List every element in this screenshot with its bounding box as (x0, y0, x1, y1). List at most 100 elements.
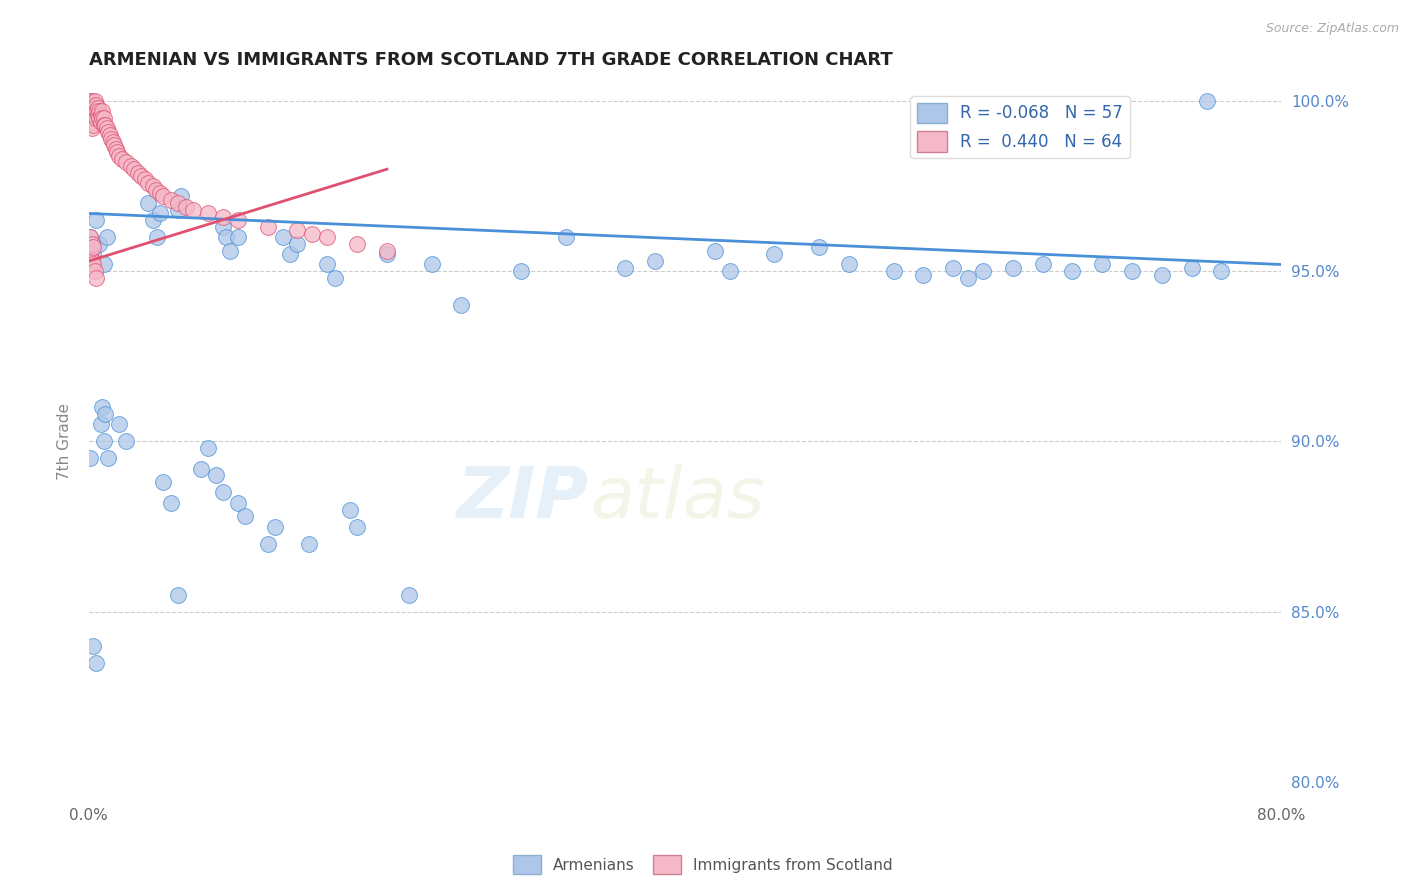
Point (103, 138, 125, 153)
Point (93, 434, 115, 449)
Point (1091, 258, 1114, 272)
Point (84, 111, 107, 125)
Point (89, 237, 111, 252)
Point (127, 166, 149, 180)
Point (167, 196, 190, 211)
Point (122, 162, 145, 177)
Point (339, 502, 361, 516)
Y-axis label: 7th Grade: 7th Grade (58, 403, 72, 480)
Point (134, 172, 156, 186)
Point (84, 213, 107, 227)
Point (138, 196, 160, 211)
Point (83, 94, 105, 108)
Point (450, 298, 472, 312)
Point (91, 401, 114, 415)
Point (83, 108, 105, 122)
Point (87, 101, 110, 115)
Point (96, 121, 118, 136)
Point (763, 247, 786, 261)
Point (120, 159, 142, 173)
Point (82, 258, 104, 272)
Point (271, 230, 294, 244)
Point (197, 206, 219, 220)
Point (82, 639, 104, 653)
Point (89, 111, 111, 125)
Point (84, 271, 107, 285)
Point (644, 254, 666, 268)
Point (226, 230, 249, 244)
Point (93, 258, 115, 272)
Point (152, 189, 174, 203)
Point (79, 114, 101, 128)
Point (91, 111, 114, 125)
Point (93, 111, 115, 125)
Point (79, 247, 101, 261)
Point (838, 258, 860, 272)
Point (94, 118, 117, 132)
Point (79, 108, 101, 122)
Point (149, 206, 172, 220)
Point (1001, 260, 1024, 275)
Point (80, 121, 103, 136)
Point (82, 240, 104, 254)
Text: Source: ZipAtlas.com: Source: ZipAtlas.com (1265, 22, 1399, 36)
Point (115, 434, 138, 449)
Point (323, 271, 346, 285)
Point (80, 237, 103, 252)
Point (204, 468, 226, 483)
Point (105, 145, 128, 160)
Point (233, 509, 256, 524)
Point (142, 213, 165, 227)
Point (79, 94, 101, 108)
Point (215, 230, 238, 244)
Point (212, 485, 235, 500)
Point (375, 244, 398, 258)
Point (100, 131, 122, 145)
Legend: Armenians, Immigrants from Scotland: Armenians, Immigrants from Scotland (508, 849, 898, 880)
Point (107, 148, 129, 162)
Point (212, 210, 235, 224)
Point (84, 97, 107, 112)
Point (82, 104, 104, 119)
Point (84, 104, 107, 119)
Point (912, 268, 935, 282)
Point (703, 244, 725, 258)
Point (80, 114, 103, 128)
Point (1032, 258, 1054, 272)
Point (167, 588, 190, 602)
Point (97, 125, 120, 139)
Point (1121, 264, 1143, 278)
Point (96, 230, 118, 244)
Point (808, 240, 831, 254)
Point (82, 118, 104, 132)
Text: atlas: atlas (589, 464, 765, 533)
Point (80, 94, 103, 108)
Point (79, 451, 101, 466)
Point (80, 108, 103, 122)
Point (90, 417, 112, 432)
Point (298, 536, 321, 550)
Point (94, 407, 117, 421)
Point (346, 519, 368, 533)
Point (107, 417, 129, 432)
Point (82, 111, 104, 125)
Point (83, 264, 105, 278)
Point (89, 104, 111, 119)
Point (91, 104, 114, 119)
Point (1150, 268, 1173, 282)
Point (82, 247, 104, 261)
Point (226, 213, 249, 227)
Point (146, 230, 169, 244)
Point (90, 114, 112, 128)
Point (149, 186, 172, 200)
Point (93, 118, 115, 132)
Point (942, 260, 965, 275)
Point (1211, 264, 1233, 278)
Point (101, 135, 124, 149)
Point (152, 475, 174, 490)
Point (97, 451, 120, 466)
Point (82, 97, 104, 112)
Point (159, 193, 181, 207)
Point (883, 264, 905, 278)
Point (104, 142, 127, 156)
